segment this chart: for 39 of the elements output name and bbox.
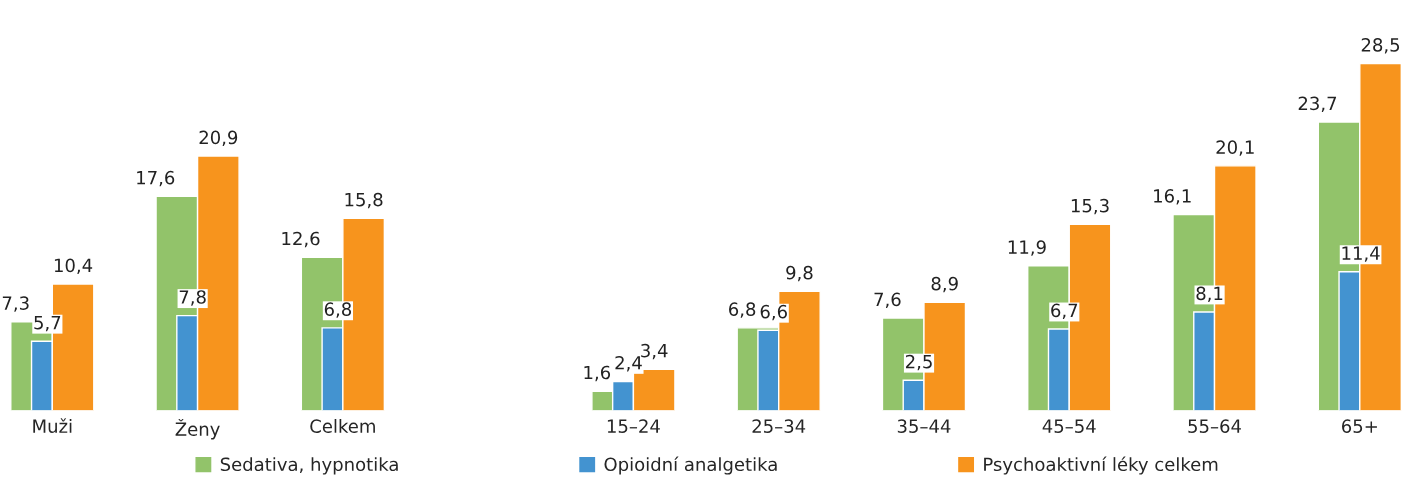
data-label: 7,6 xyxy=(874,292,901,309)
data-label: 10,4 xyxy=(54,258,93,274)
data-label: 15,8 xyxy=(345,192,383,209)
data-label: 16,1 xyxy=(1154,189,1191,205)
data-label: 8,1 xyxy=(1196,286,1223,303)
data-label: 2,5 xyxy=(905,354,932,371)
data-label: 17,6 xyxy=(137,170,175,187)
data-label: 20,9 xyxy=(199,130,238,147)
data-label: 28,5 xyxy=(1361,38,1400,54)
data-label: 7,8 xyxy=(179,290,206,306)
x-tick-label: 15–24 xyxy=(607,419,660,433)
data-label: 2,4 xyxy=(615,355,642,372)
data-label: 23,7 xyxy=(1298,96,1337,112)
x-tick-label: 65+ xyxy=(1342,419,1377,433)
data-label: 6,8 xyxy=(729,302,756,318)
x-tick-label: 55–64 xyxy=(1188,419,1241,433)
x-tick-label: Ženy xyxy=(175,419,220,440)
data-label: 11,4 xyxy=(1342,246,1380,262)
x-tick-label: 25–34 xyxy=(752,419,806,433)
x-tick-label: 45–54 xyxy=(1042,419,1096,433)
legend-label: Sedativa, hypnotika xyxy=(220,457,398,475)
data-label: 5,7 xyxy=(34,315,61,332)
data-label: 8,9 xyxy=(931,276,958,293)
data-label: 20,1 xyxy=(1216,140,1254,156)
data-label: 7,3 xyxy=(2,296,29,312)
data-label: 6,8 xyxy=(324,302,352,318)
data-label: 3,4 xyxy=(641,343,668,360)
x-tick-label: Celkem xyxy=(310,419,375,433)
data-label: 9,8 xyxy=(786,265,813,282)
data-label: 12,6 xyxy=(282,231,320,248)
x-tick-label: Muži xyxy=(33,418,72,433)
legend-label: Psychoaktivní léky celkem xyxy=(984,456,1218,475)
legend-label: Opioidní analgetika xyxy=(604,456,777,475)
data-label: 6,7 xyxy=(1051,303,1078,320)
data-label: 15,3 xyxy=(1071,198,1109,215)
x-tick-label: 35–44 xyxy=(897,419,951,433)
data-label: 6,6 xyxy=(760,304,787,321)
data-label: 11,9 xyxy=(1008,240,1046,256)
data-label: 1,6 xyxy=(584,365,611,382)
